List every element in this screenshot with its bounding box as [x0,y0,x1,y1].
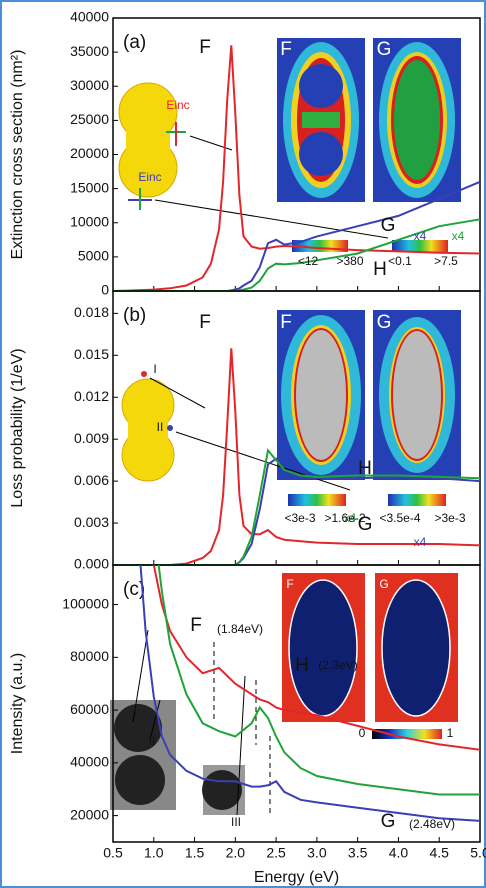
y-tick-label: 60000 [70,701,109,717]
y-tick-label: 35000 [70,43,109,59]
annotation: (2.48eV) [409,817,455,831]
annotation: H [358,458,372,479]
annotation: 1 [447,726,454,740]
annotation: >380 [336,254,363,268]
annotation: III [231,815,241,829]
y-tick-label: 20000 [70,145,109,161]
x-tick-label: 1.5 [185,845,205,861]
y-tick-label: 0.000 [74,556,109,572]
x-tick-label: 3.5 [348,845,368,861]
annotation: G [377,312,392,333]
y-axis-label: Loss probability (1/eV) [9,348,26,507]
y-tick-label: 0.003 [74,514,109,530]
annotation: F [280,312,292,333]
x-tick-label: 2.0 [226,845,246,861]
annotation: x4 [344,511,357,525]
y-tick-label: 0.009 [74,430,109,446]
y-tick-label: 100000 [62,595,109,611]
annotation: Einc [166,98,189,112]
x-tick-label: 5.0 [470,845,486,861]
insets [110,38,461,816]
panel-label: (b) [123,305,146,326]
annotation: >3e-3 [434,511,465,525]
x-tick-label: 4.5 [429,845,449,861]
annotation: G [379,577,388,591]
panel-label: (c) [123,579,145,600]
annotation: Einc [138,170,161,184]
plot-lines [139,565,480,822]
annotation: F [190,615,202,636]
y-tick-label: 0.018 [74,304,109,320]
y-tick-label: 0.015 [74,346,109,362]
annotation: G [381,215,396,236]
x-tick-label: 1.0 [144,845,164,861]
y-axis-label: Extinction cross section (nm²) [9,50,26,260]
y-tick-label: 40000 [70,9,109,25]
annotation: F [199,37,211,58]
annotation: (2.3eV) [318,658,357,672]
y-tick-label: 0.012 [74,388,109,404]
x-axis-label: Energy (eV) [254,869,339,886]
annotation: <0.1 [388,254,412,268]
annotation: x4 [414,535,427,549]
plot-frame [112,564,481,843]
y-tick-label: 0.006 [74,472,109,488]
annotation: F [199,312,211,333]
y-tick-label: 5000 [78,248,109,264]
annotation: H [373,259,387,280]
annotation: F [280,39,292,60]
annotation: I [133,704,136,718]
annotation: >1.6e-2 [324,511,365,525]
x-tick-label: 4.0 [389,845,409,861]
y-tick-label: 30000 [70,77,109,93]
annotation: F [286,577,293,591]
series-line [112,45,481,292]
y-axis-label: Intensity (a.u.) [9,653,26,754]
annotation: I [153,362,156,376]
panel-label: (a) [123,32,146,53]
series-line [157,565,480,796]
annotation: x4 [452,229,465,243]
annotation: II [149,734,156,748]
series-line [139,565,480,822]
y-tick-label: 40000 [70,754,109,770]
annotation: x4 [414,229,427,243]
y-tick-label: 10000 [70,213,109,229]
annotation: II [157,420,164,434]
annotation: <3.5e-4 [379,511,420,525]
annotation: G [358,514,373,535]
x-tick-label: 3.0 [307,845,327,861]
x-tick-label: 2.5 [266,845,286,861]
annotation: >7.5 [434,254,458,268]
annotation: 0 [359,726,366,740]
annotation: (1.84eV) [217,622,263,636]
y-tick-label: 20000 [70,806,109,822]
series-line [113,348,481,566]
annotation: H [295,655,309,676]
annotation: <3e-3 [284,511,315,525]
annotation: <12 [298,254,319,268]
y-tick-label: 15000 [70,179,109,195]
y-tick-label: 25000 [70,111,109,127]
x-tick-label: 0.5 [103,845,123,861]
annotation: G [381,811,396,832]
y-tick-label: 0 [101,282,109,298]
annotation: G [377,39,392,60]
series-line [152,565,480,751]
y-tick-label: 80000 [70,648,109,664]
